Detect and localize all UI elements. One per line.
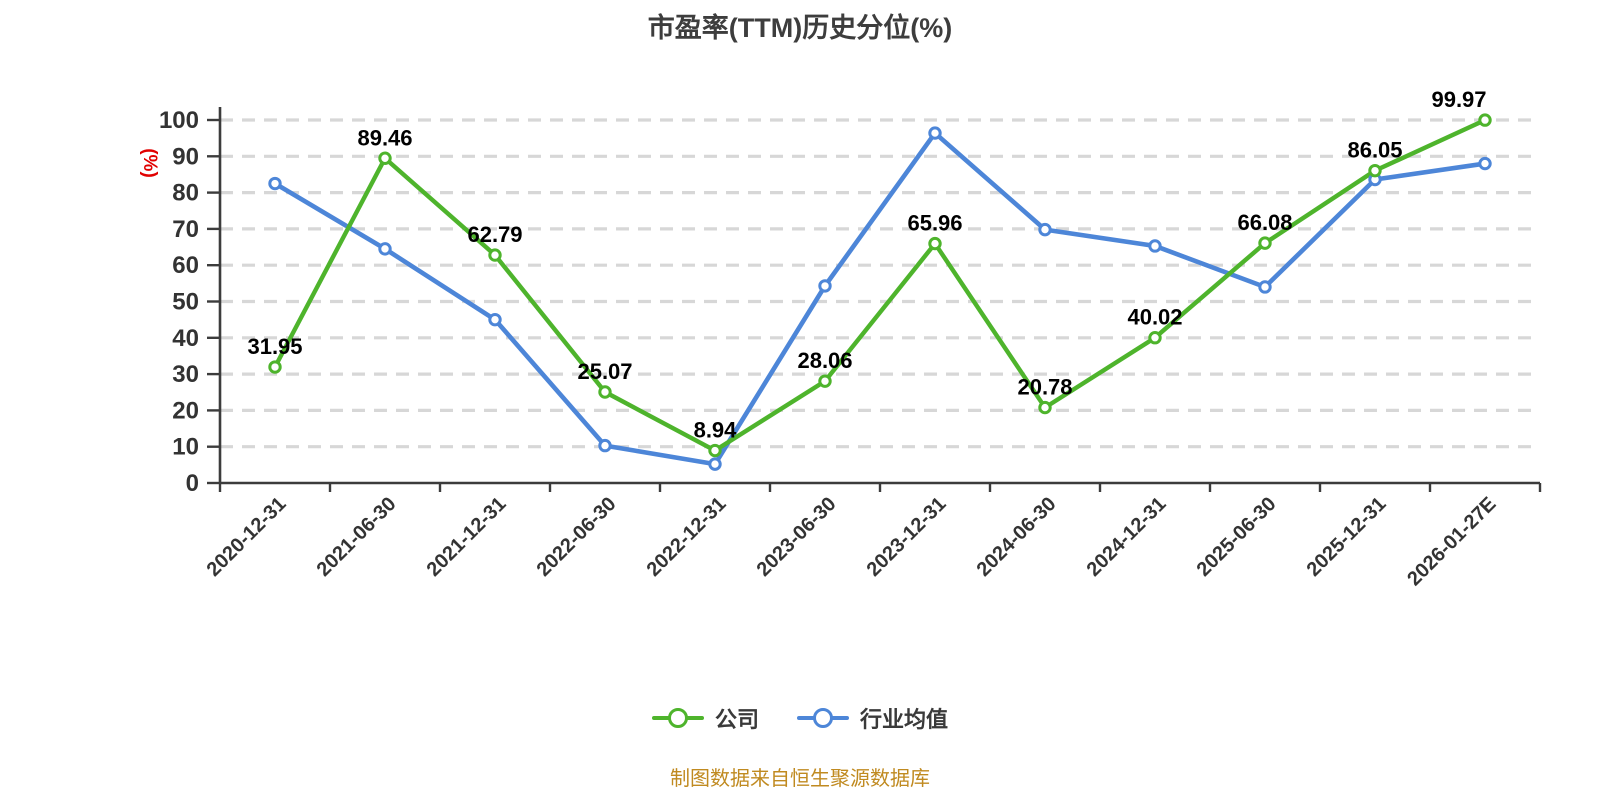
industry-line-marker-icon [797, 707, 849, 729]
data-point-0-2[interactable] [488, 248, 502, 262]
y-tick-label: 50 [172, 289, 199, 316]
series-line-1 [272, 130, 1488, 467]
y-tick-label: 0 [186, 470, 199, 497]
y-axis-labels: 0 10 20 30 40 50 60 70 80 90 100 [159, 107, 199, 497]
data-point-0-8[interactable] [1148, 331, 1162, 345]
data-point-1-11[interactable] [1478, 156, 1492, 171]
y-tick-label: 70 [172, 216, 199, 243]
data-point-label: 62.79 [467, 222, 522, 247]
x-tick-label: 2024-06-30 [973, 493, 1061, 581]
x-tick-label: 2024-12-31 [1083, 493, 1171, 581]
data-point-1-4[interactable] [708, 457, 722, 471]
x-tick-label: 2025-12-31 [1303, 493, 1391, 581]
data-point-0-10[interactable] [1368, 163, 1382, 178]
data-point-1-5[interactable] [818, 279, 832, 293]
y-tick-label: 20 [172, 397, 199, 424]
data-point-1-3[interactable] [598, 438, 612, 453]
data-point-label: 25.07 [577, 359, 632, 384]
data-point-0-1[interactable] [378, 151, 392, 165]
y-tick-label: 40 [172, 325, 199, 352]
data-point-label: 8.94 [694, 418, 738, 443]
legend-label-company: 公司 [714, 707, 759, 732]
x-tick-label: 2023-06-30 [753, 493, 841, 581]
data-point-0-3[interactable] [598, 385, 612, 399]
x-tick-label: 2020-12-31 [203, 493, 291, 581]
gridlines [220, 118, 1540, 449]
series-markers [268, 113, 1492, 471]
data-point-1-9[interactable] [1258, 280, 1272, 294]
y-tick-label: 30 [172, 361, 199, 388]
data-point-label: 66.08 [1237, 210, 1292, 235]
x-tick-label: 2023-12-31 [863, 493, 951, 581]
y-tick-label: 60 [172, 252, 199, 279]
data-point-1-8[interactable] [1148, 239, 1162, 253]
data-point-label: 89.46 [357, 125, 412, 150]
data-point-0-4[interactable] [708, 443, 722, 458]
data-point-label: 31.95 [247, 334, 302, 359]
legend-item-industry-average[interactable]: 行业均值 [797, 702, 948, 734]
data-point-label: 99.97 [1431, 87, 1486, 112]
data-point-1-0[interactable] [268, 176, 282, 191]
series-line-0 [272, 117, 1488, 453]
data-point-label: 65.96 [907, 211, 962, 236]
data-labels: 31.95 89.46 62.79 25.07 8.94 28.06 65.96 20.78 4… [247, 87, 1486, 442]
data-point-0-0[interactable] [268, 360, 282, 374]
company-line-marker-icon [651, 707, 704, 729]
data-point-label: 28.06 [797, 348, 852, 373]
legend-item-company[interactable]: 公司 [651, 702, 759, 734]
data-point-0-5[interactable] [818, 374, 832, 388]
data-point-label: 20.78 [1017, 375, 1072, 400]
x-tick-label: 2022-12-31 [643, 493, 731, 581]
data-point-0-9[interactable] [1258, 236, 1272, 250]
axes [207, 107, 1542, 492]
data-source-note: 制图数据来自恒生聚源数据库 [670, 768, 930, 790]
y-tick-label: 10 [172, 434, 199, 461]
data-point-0-6[interactable] [928, 236, 942, 251]
data-point-1-6[interactable] [928, 126, 942, 140]
x-tick-label: 2025-06-30 [1193, 493, 1281, 581]
x-tick-label: 2026-01-27E [1403, 493, 1500, 590]
data-point-label: 40.02 [1127, 305, 1182, 330]
chart-legend: 公司 行业均值 [0, 702, 1600, 734]
data-point-0-11[interactable] [1478, 113, 1492, 127]
line-chart-canvas: 0 10 20 30 40 50 60 70 80 90 100 2020-12-31 2021-06-… [159, 87, 1542, 590]
x-tick-label: 2021-12-31 [423, 493, 511, 581]
chart-title: 市盈率(TTM)历史分位(%) [647, 13, 953, 43]
data-point-0-7[interactable] [1038, 400, 1052, 415]
series-lines [272, 117, 1488, 467]
y-tick-label: 90 [172, 143, 199, 170]
y-tick-label: 80 [172, 180, 199, 207]
legend-label-industry-average: 行业均值 [860, 707, 949, 732]
x-tick-label: 2021-06-30 [313, 493, 401, 581]
data-point-1-2[interactable] [488, 312, 502, 327]
data-point-label: 86.05 [1347, 138, 1402, 163]
y-tick-label: 100 [159, 107, 199, 134]
data-point-1-1[interactable] [378, 242, 392, 256]
data-point-1-7[interactable] [1038, 222, 1052, 237]
x-tick-label: 2022-06-30 [533, 493, 621, 581]
x-axis-labels: 2020-12-31 2021-06-30 2021-12-31 2022-06-30… [203, 493, 1501, 590]
